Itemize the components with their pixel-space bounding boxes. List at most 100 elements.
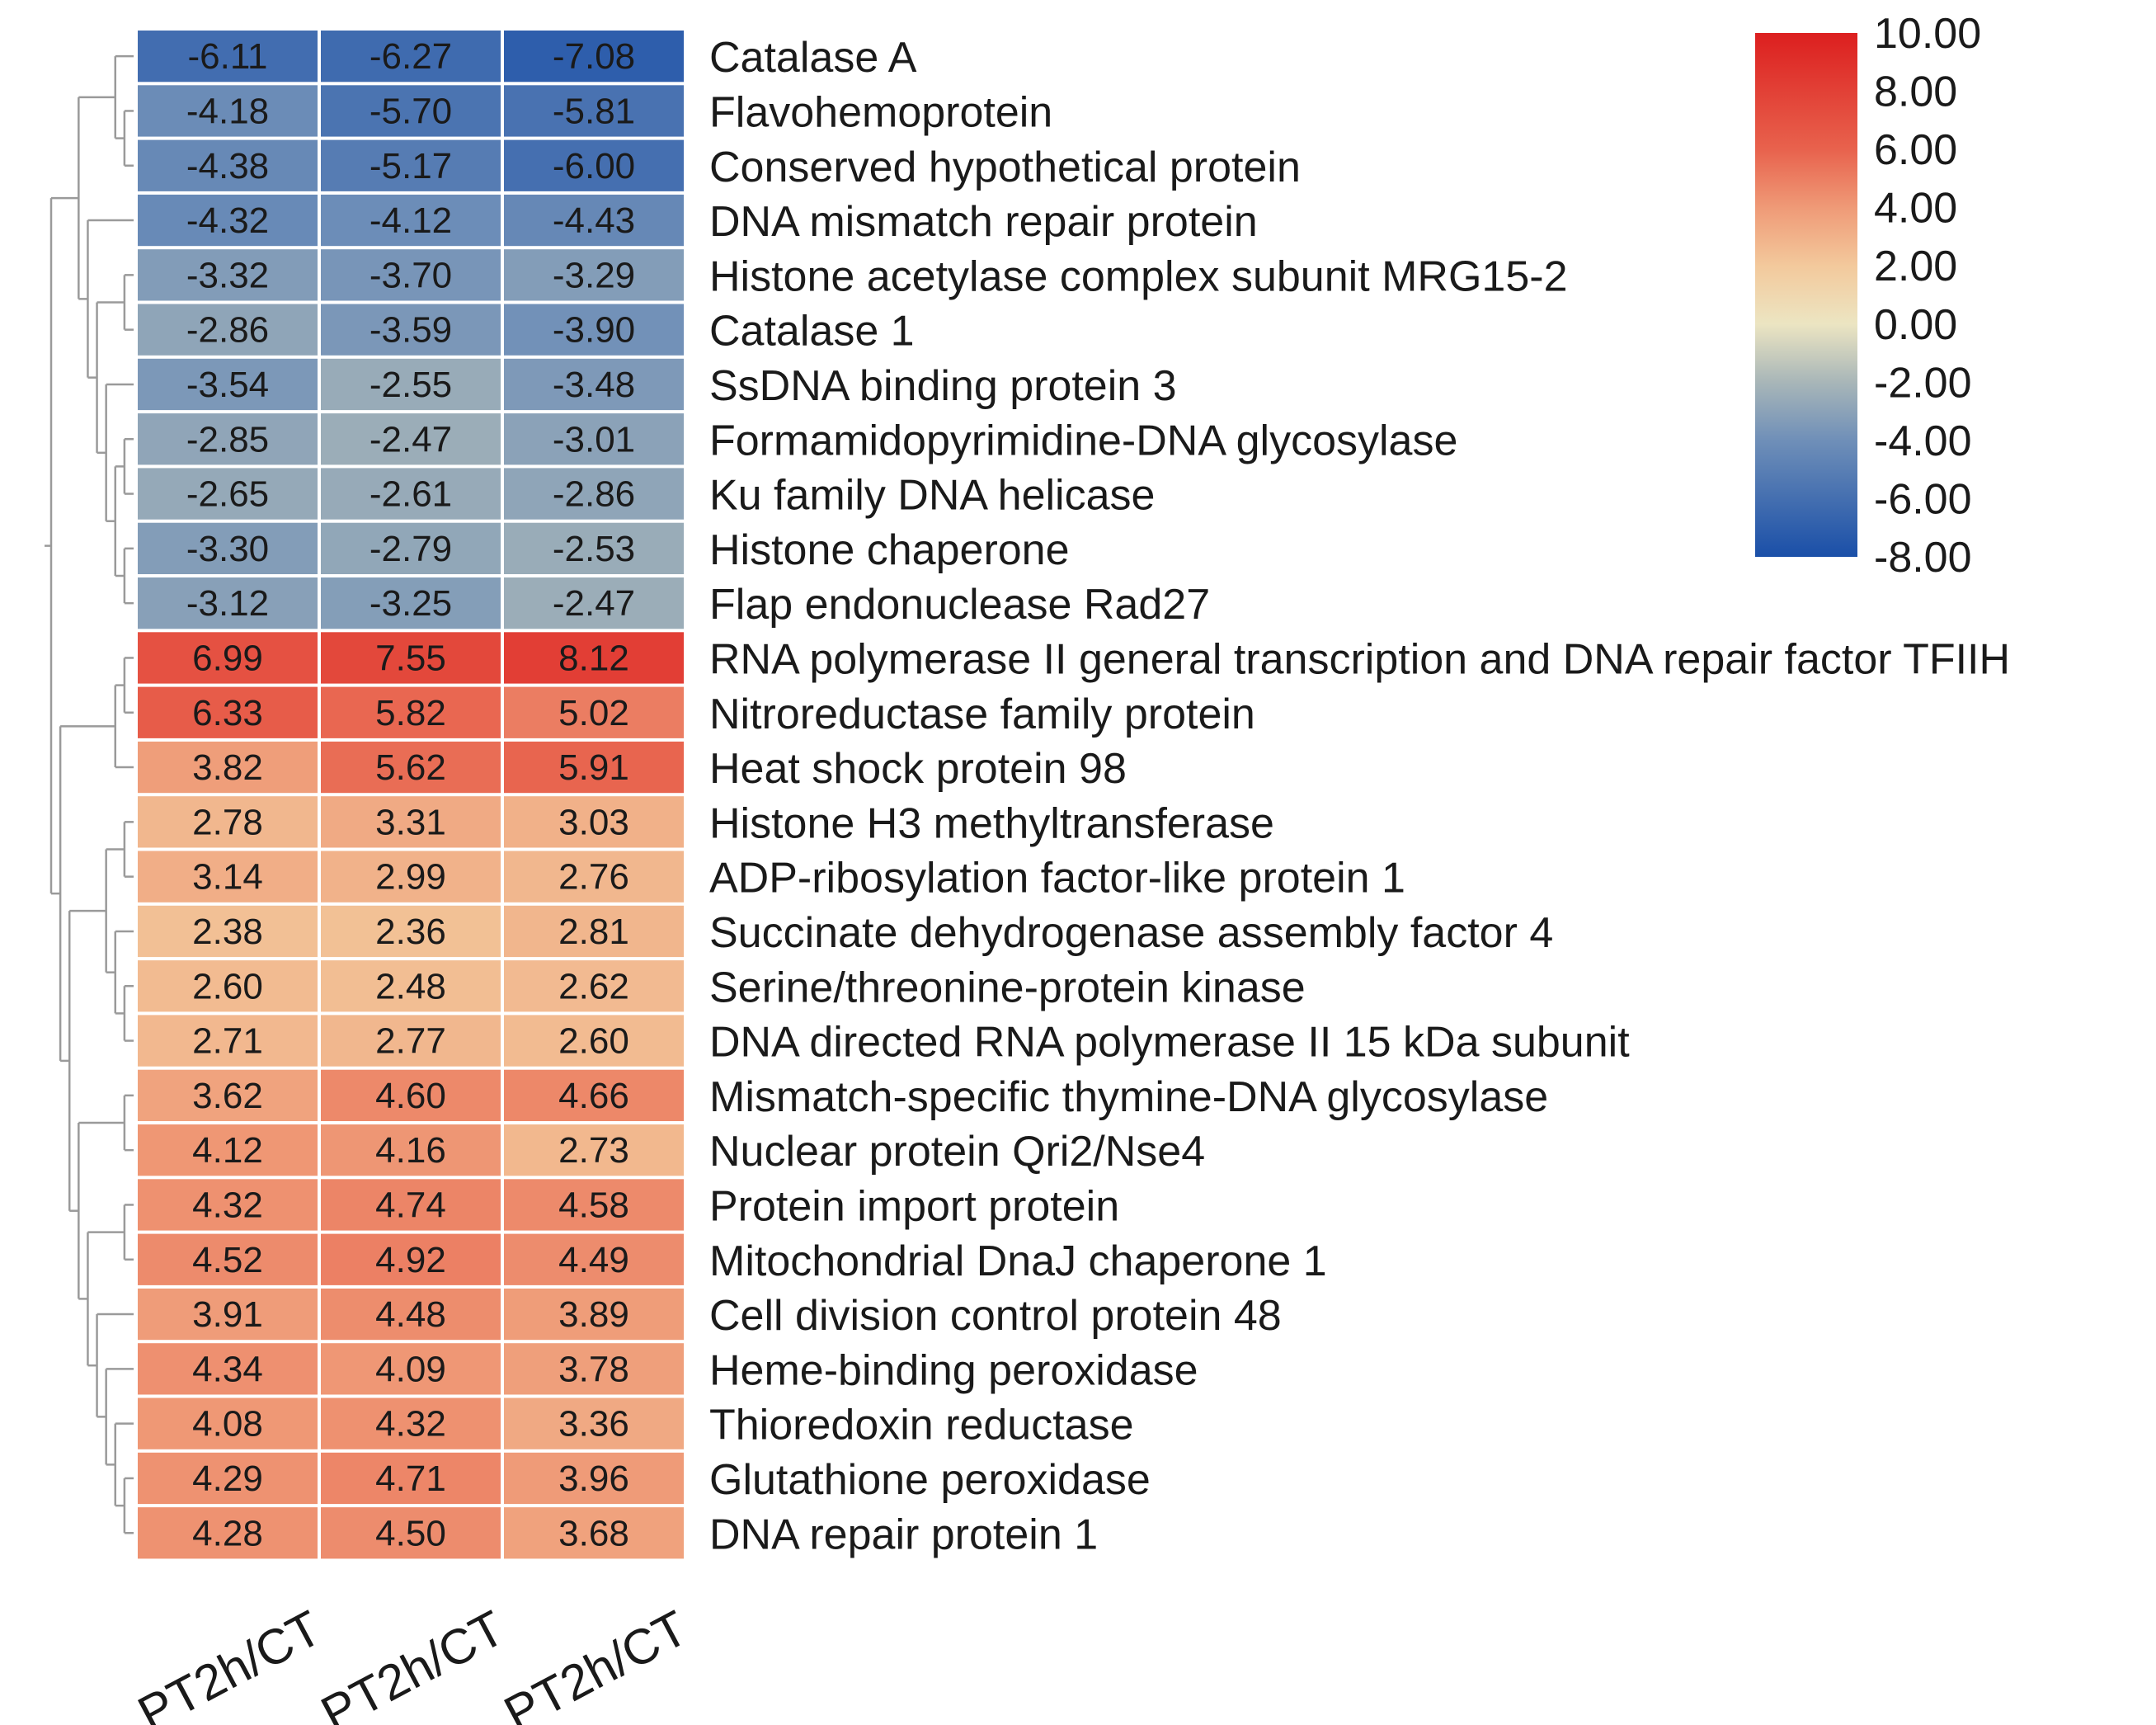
heatmap-cell xyxy=(321,741,501,794)
heatmap-cell xyxy=(504,686,684,738)
heatmap-cell xyxy=(138,304,318,356)
heatmap-cell xyxy=(321,1288,501,1341)
cell-value-label: 2.77 xyxy=(375,1021,446,1062)
cell-value-label: -2.85 xyxy=(186,419,269,460)
heatmap-cell xyxy=(504,413,684,465)
cell-value-label: 4.16 xyxy=(375,1130,446,1171)
cell-value-label: -3.25 xyxy=(370,583,452,624)
cell-value-label: 4.29 xyxy=(192,1459,263,1499)
cell-value-label: 3.36 xyxy=(558,1404,629,1445)
heatmap-cell xyxy=(321,413,501,465)
row-label: Mitochondrial DnaJ chaperone 1 xyxy=(709,1237,1327,1285)
heatmap-cell xyxy=(504,632,684,684)
row-label: Serine/threonine-protein kinase xyxy=(709,964,1306,1011)
heatmap-cell xyxy=(504,468,684,520)
heatmap-cell xyxy=(138,741,318,794)
heatmap-cell xyxy=(504,304,684,356)
cell-value-label: -2.47 xyxy=(370,419,452,460)
cell-value-label: -2.55 xyxy=(370,365,452,405)
cell-value-label: -4.32 xyxy=(186,200,269,241)
heatmap-cell xyxy=(321,249,501,301)
row-label: Glutathione peroxidase xyxy=(709,1456,1151,1504)
heatmap-cell xyxy=(138,468,318,520)
heatmap-cell xyxy=(138,249,318,301)
heatmap-cell xyxy=(321,686,501,738)
column-label: PT2h/CT xyxy=(129,1600,330,1725)
row-label: Formamidopyrimidine-DNA glycosylase xyxy=(709,417,1457,464)
row-label: Nuclear protein Qri2/Nse4 xyxy=(709,1128,1205,1176)
row-label: SsDNA binding protein 3 xyxy=(709,362,1177,410)
color-scale-tick-label: 10.00 xyxy=(1874,10,1981,58)
heatmap-cell xyxy=(504,741,684,794)
cell-value-label: -6.27 xyxy=(370,36,452,77)
heatmap-cell xyxy=(138,413,318,465)
row-label: Catalase A xyxy=(709,34,917,82)
heatmap-cell xyxy=(504,851,684,903)
heatmap-cell xyxy=(321,960,501,1012)
cell-value-label: 5.91 xyxy=(558,747,629,788)
color-scale-tick-label: -2.00 xyxy=(1874,359,1972,407)
cell-value-label: 3.03 xyxy=(558,802,629,842)
heatmap-cell xyxy=(138,1397,318,1449)
column-label: PT2h/CT xyxy=(313,1600,513,1725)
heatmap-cell xyxy=(138,796,318,848)
heatmap-cell xyxy=(138,1452,318,1505)
cell-value-label: -3.70 xyxy=(370,255,452,295)
column-label: PT2h/CT xyxy=(496,1600,696,1725)
heatmap-cell xyxy=(138,1233,318,1285)
heatmap-cell xyxy=(321,358,501,411)
row-label: ADP-ribosylation factor-like protein 1 xyxy=(709,855,1405,903)
cell-value-label: -2.61 xyxy=(370,474,452,515)
row-label: Flap endonuclease Rad27 xyxy=(709,581,1210,629)
cell-value-label: 2.60 xyxy=(558,1021,629,1062)
heatmap-cell xyxy=(321,577,501,629)
cell-value-label: -6.11 xyxy=(187,36,267,77)
heatmap-cell xyxy=(138,358,318,411)
cell-value-label: 4.92 xyxy=(375,1240,446,1280)
row-label: Histone H3 methyltransferase xyxy=(709,799,1274,847)
heatmap-cell xyxy=(138,1179,318,1231)
row-label: Heme-binding peroxidase xyxy=(709,1346,1198,1394)
cell-value-label: -2.65 xyxy=(186,474,269,515)
cell-value-label: 2.71 xyxy=(192,1021,263,1062)
cell-value-label: 2.81 xyxy=(558,912,629,952)
heatmap-cell xyxy=(321,139,501,191)
cell-value-label: 2.48 xyxy=(375,966,446,1006)
cell-value-label: 4.48 xyxy=(375,1294,446,1335)
heatmap-cell xyxy=(504,522,684,574)
row-label: Succinate dehydrogenase assembly factor … xyxy=(709,909,1553,957)
cell-value-label: -5.81 xyxy=(553,91,635,131)
cell-value-label: 3.62 xyxy=(192,1076,263,1116)
cell-value-label: -2.53 xyxy=(553,529,635,569)
color-scale-tick-label: -6.00 xyxy=(1874,475,1972,523)
heatmap-cell xyxy=(138,686,318,738)
row-label: Conserved hypothetical protein xyxy=(709,144,1301,191)
row-label: Histone acetylase complex subunit MRG15-… xyxy=(709,252,1567,300)
heatmap-cell xyxy=(321,522,501,574)
cell-value-label: 4.60 xyxy=(375,1076,446,1116)
cell-value-label: -3.32 xyxy=(186,255,269,295)
cell-value-label: -4.18 xyxy=(186,91,269,131)
cell-value-label: 4.71 xyxy=(375,1459,446,1499)
row-label: DNA directed RNA polymerase II 15 kDa su… xyxy=(709,1019,1630,1067)
cell-value-label: 4.32 xyxy=(375,1404,446,1445)
heatmap-cell xyxy=(321,85,501,137)
heatmap-cell xyxy=(138,577,318,629)
heatmap-cell xyxy=(321,304,501,356)
heatmap-cell xyxy=(138,1015,318,1067)
cell-value-label: 4.50 xyxy=(375,1513,446,1553)
heatmap-cell xyxy=(504,249,684,301)
heatmap-cell xyxy=(321,1507,501,1559)
cell-value-label: 2.76 xyxy=(558,857,629,898)
heatmap-cell xyxy=(321,632,501,684)
heatmap-cell xyxy=(504,358,684,411)
heatmap-cell xyxy=(504,194,684,247)
color-scale-tick-label: 6.00 xyxy=(1874,126,1957,174)
heatmap-cell xyxy=(138,851,318,903)
cell-value-label: 2.73 xyxy=(558,1130,629,1171)
row-label: DNA mismatch repair protein xyxy=(709,198,1258,246)
heatmap-cell xyxy=(321,796,501,848)
heatmap-cell xyxy=(504,577,684,629)
cell-value-label: 3.14 xyxy=(192,857,263,898)
heatmap-cell xyxy=(504,1124,684,1176)
